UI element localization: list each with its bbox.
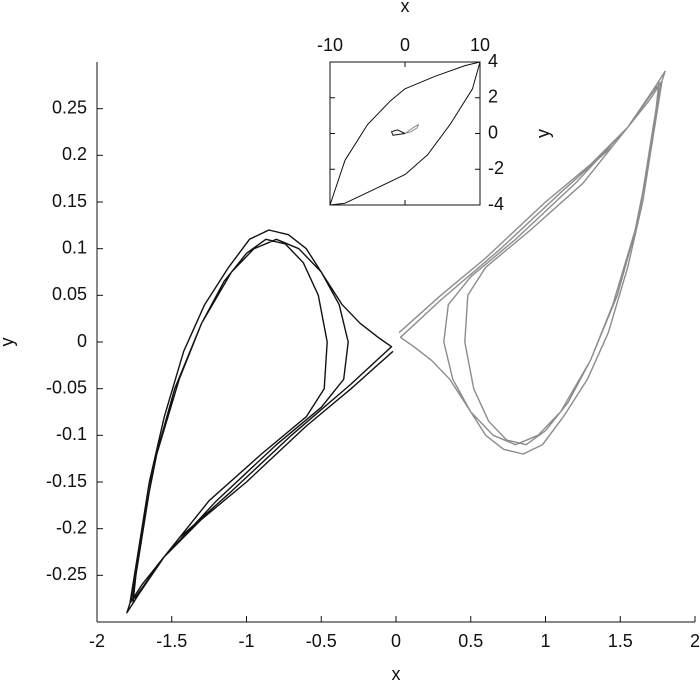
y-tick-label: 2 [488,87,498,107]
y-tick-label: 0 [488,122,498,142]
x-tick-label: 10 [470,35,490,55]
x-tick-label: 0 [400,35,410,55]
y-tick-label: -2 [488,158,504,178]
y-tick-label: -0.1 [56,424,87,444]
y-tick-label: 0 [77,331,87,351]
x-tick-label: 1.5 [608,631,633,651]
y-tick-label: -4 [488,194,504,214]
y-tick-label: -0.05 [46,377,87,397]
x-tick-label: 2 [690,631,700,651]
trajectory [404,124,419,134]
y-tick-label: 0.1 [62,237,87,257]
y-tick-label: 0.15 [52,191,87,211]
x-tick-label: -1 [238,631,254,651]
x-tick-label: -0.5 [306,631,337,651]
y-axis-label: y [0,338,17,347]
x-tick-label: -2 [89,631,105,651]
y-axis-label: y [533,129,553,138]
trajectory [126,229,394,614]
y-tick-label: 0.05 [52,284,87,304]
y-tick-label: 0.2 [62,144,87,164]
x-axis-label: x [401,0,410,16]
x-tick-label: -10 [317,35,343,55]
trajectory [391,129,406,136]
y-tick-label: 0.25 [52,97,87,117]
y-tick-label: -0.25 [46,564,87,584]
x-tick-label: -1.5 [156,631,187,651]
x-tick-label: 0.5 [458,631,483,651]
x-axis-label: x [392,664,401,683]
x-tick-label: 1 [540,631,550,651]
y-tick-label: -0.15 [46,471,87,491]
x-tick-label: 0 [391,631,401,651]
y-tick-label: 4 [488,51,498,71]
trajectory [398,70,666,455]
y-tick-label: -0.2 [56,517,87,537]
